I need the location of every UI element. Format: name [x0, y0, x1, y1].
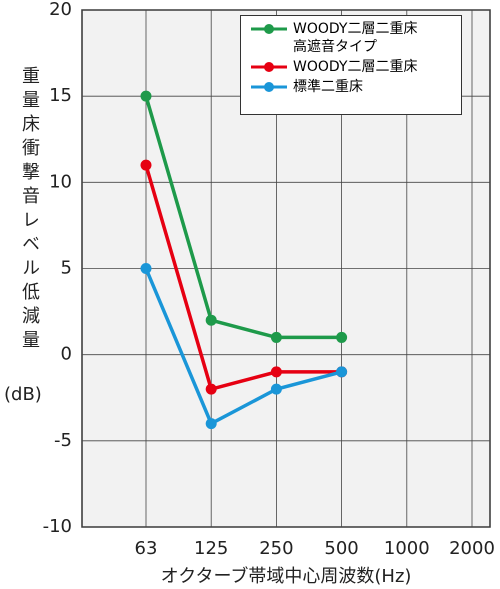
legend-dot	[264, 62, 274, 72]
point	[336, 331, 348, 343]
point	[270, 331, 282, 343]
series-line	[144, 164, 342, 392]
y-tick-label: -10	[43, 516, 72, 537]
point	[140, 263, 152, 274]
x-tick-label: 500	[324, 538, 358, 559]
legend-swatch	[251, 62, 287, 72]
x-tick-label: 1000	[384, 538, 430, 559]
y-tick-label: 15	[49, 85, 72, 106]
y-axis-label: 重量床衝撃音レベル低減量	[19, 66, 40, 354]
legend-item: WOODY二層二重床 高遮音タイプ	[247, 20, 455, 56]
y-tick-label: 10	[49, 171, 72, 192]
x-tick-label: 2000	[449, 538, 495, 559]
legend-label: WOODY二層二重床 高遮音タイプ	[293, 21, 418, 55]
legend-label: WOODY二層二重床	[293, 59, 418, 75]
legend-swatch	[251, 82, 287, 92]
legend-label: 標準二重床	[293, 79, 363, 95]
legend: WOODY二層二重床 高遮音タイプ WOODY二層二重床 標準二重床	[240, 15, 462, 115]
point	[205, 383, 217, 395]
y-axis-unit: (dB)	[4, 384, 42, 405]
point	[205, 314, 217, 326]
legend-item: 標準二重床	[247, 78, 455, 96]
legend-item: WOODY二層二重床	[247, 58, 455, 76]
x-tick-label: 63	[135, 538, 158, 559]
point	[205, 418, 217, 430]
x-axis-label: オクターブ帯域中心周波数(Hz)	[161, 565, 412, 587]
legend-dot	[264, 24, 274, 34]
point	[140, 90, 152, 102]
legend-dot	[264, 82, 274, 92]
point	[336, 366, 348, 378]
point	[270, 366, 282, 378]
y-tick-label: -5	[54, 430, 72, 451]
y-tick-label: 0	[61, 344, 72, 365]
legend-swatch	[251, 24, 287, 34]
x-tick-label: 125	[194, 538, 228, 559]
point	[270, 383, 282, 395]
series-line	[144, 267, 343, 427]
point	[140, 159, 152, 171]
x-tick-label: 250	[259, 538, 293, 559]
y-tick-label: 20	[49, 0, 72, 20]
y-tick-label: 5	[61, 258, 72, 279]
series-line	[144, 95, 342, 340]
